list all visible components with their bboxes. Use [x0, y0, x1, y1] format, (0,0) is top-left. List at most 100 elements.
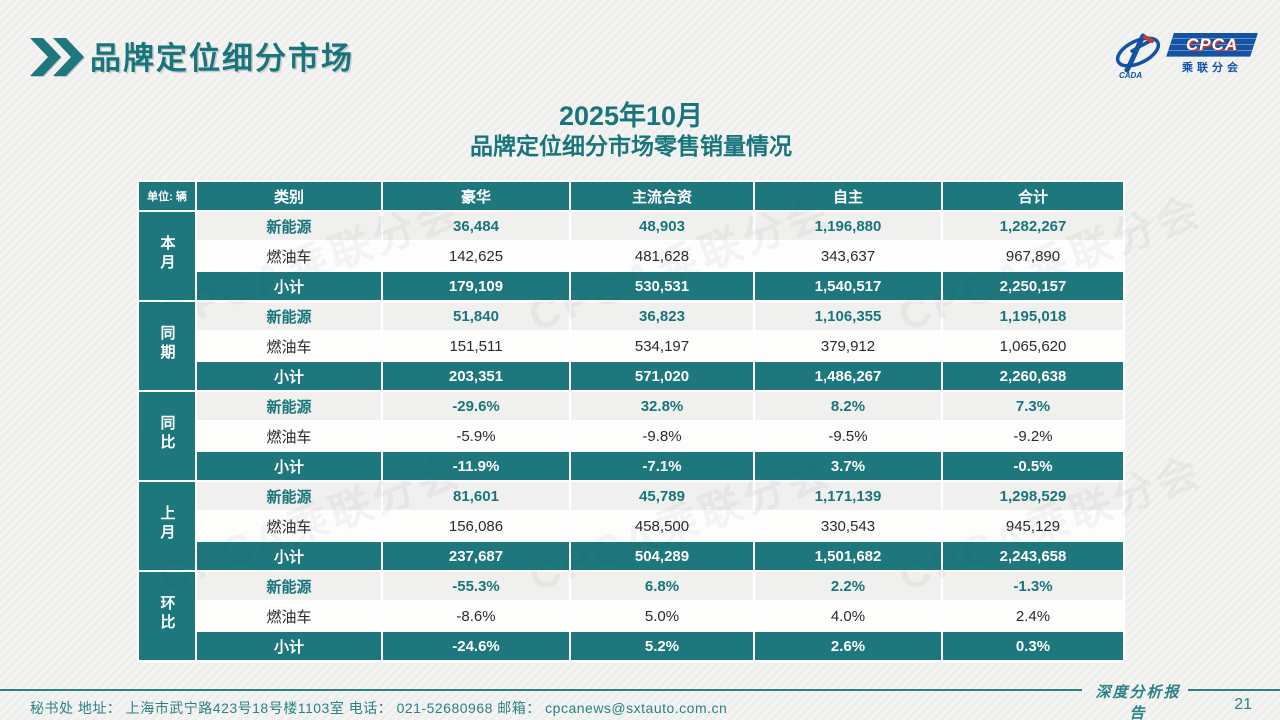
cell-value: -7.1%: [571, 452, 753, 480]
cell-value: 504,289: [571, 542, 753, 570]
row-label: 小计: [197, 272, 381, 300]
row-label: 小计: [197, 542, 381, 570]
row-label: 小计: [197, 452, 381, 480]
cell-value: 36,823: [571, 302, 753, 330]
table-row: 上月 新能源 81,601 45,789 1,171,139 1,298,529: [139, 482, 1123, 570]
cell-value: 151,511: [383, 332, 569, 360]
row-group-label-text: 同比: [158, 414, 176, 453]
row-label: 新能源: [197, 392, 381, 420]
column-header: 自主: [755, 182, 941, 210]
cada-text: CADA: [1119, 71, 1142, 80]
cell-value: -29.6%: [383, 392, 569, 420]
cell-value: 571,020: [571, 362, 753, 390]
row-label: 燃油车: [197, 242, 381, 270]
row-label: 新能源: [197, 212, 381, 240]
cell-value: 530,531: [571, 272, 753, 300]
cell-value: 1,196,880: [755, 212, 941, 240]
cell-value: 32.8%: [571, 392, 753, 420]
cell-value: 0.3%: [943, 632, 1123, 660]
cell-value: 8.2%: [755, 392, 941, 420]
row-label: 小计: [197, 632, 381, 660]
sales-table: 单位: 辆类别 豪华 主流合资 自主 合计 本月 新能源 36,484 48,903 1,196…: [137, 180, 1125, 662]
row-label: 燃油车: [197, 422, 381, 450]
row-group-label: 本月: [139, 212, 195, 300]
cell-value: 142,625: [383, 242, 569, 270]
cell-value: 967,890: [943, 242, 1123, 270]
cell-value: -1.3%: [943, 572, 1123, 600]
cell-value: 2,260,638: [943, 362, 1123, 390]
unit-label: 单位: 辆: [139, 182, 195, 210]
cpca-logo-text: CPCA: [1185, 35, 1239, 54]
table-row: 燃油车 142,625 481,628 343,637 967,890: [139, 242, 1123, 270]
cell-value: 1,486,267: [755, 362, 941, 390]
table-title-line2: 品牌定位细分市场零售销量情况: [470, 133, 792, 159]
cell-value: 5.2%: [571, 632, 753, 660]
cpca-logo-subtext: 乘联分会: [1182, 62, 1242, 74]
cell-value: -9.8%: [571, 422, 753, 450]
cell-value: 51,840: [383, 302, 569, 330]
cell-value: 203,351: [383, 362, 569, 390]
row-label: 小计: [197, 362, 381, 390]
row-label: 新能源: [197, 302, 381, 330]
column-header: 合计: [943, 182, 1123, 210]
footer-rule-right: [1188, 689, 1280, 691]
cell-value: 81,601: [383, 482, 569, 510]
cell-value: 2.6%: [755, 632, 941, 660]
cell-value: -5.9%: [383, 422, 569, 450]
row-label: 燃油车: [197, 332, 381, 360]
column-header: 主流合资: [571, 182, 753, 210]
cell-value: 237,687: [383, 542, 569, 570]
cell-value: -11.9%: [383, 452, 569, 480]
row-group-label-text: 同期: [158, 324, 176, 363]
row-label: 新能源: [197, 482, 381, 510]
cell-value: 156,086: [383, 512, 569, 540]
table-row: 小计 -11.9% -7.1% 3.7% -0.5%: [139, 452, 1123, 480]
row-label: 新能源: [197, 572, 381, 600]
report-type-label: 深度分析报告: [1095, 685, 1181, 720]
column-header: 豪华: [383, 182, 569, 210]
table-row: 小计 179,109 530,531 1,540,517 2,250,157: [139, 272, 1123, 300]
cell-value: -24.6%: [383, 632, 569, 660]
page-number: 21: [1234, 696, 1252, 713]
column-header: 类别: [197, 182, 381, 210]
cell-value: 330,543: [755, 512, 941, 540]
cell-value: 2.4%: [943, 602, 1123, 630]
row-group-label-text: 上月: [158, 504, 176, 543]
table-row: 同比 新能源 -29.6% 32.8% 8.2% 7.3%: [139, 392, 1123, 480]
cell-value: 458,500: [571, 512, 753, 540]
footer-contact-info: 秘书处 地址： 上海市武宁路423号18号楼1103室 电话： 021-5268…: [30, 700, 728, 716]
row-group-label: 同期: [139, 302, 195, 390]
cell-value: 379,912: [755, 332, 941, 360]
cell-value: 481,628: [571, 242, 753, 270]
row-group-label: 环比: [139, 572, 195, 660]
footer-rule-left: [0, 689, 1082, 691]
cell-value: 179,109: [383, 272, 569, 300]
cell-value: 1,106,355: [755, 302, 941, 330]
cell-value: 7.3%: [943, 392, 1123, 420]
cell-value: 534,197: [571, 332, 753, 360]
cell-value: 1,298,529: [943, 482, 1123, 510]
row-group-label: 同比: [139, 392, 195, 480]
cpca-logo-icon: CADA: [1115, 33, 1161, 80]
cell-value: -55.3%: [383, 572, 569, 600]
cell-value: 945,129: [943, 512, 1123, 540]
cell-value: -9.2%: [943, 422, 1123, 450]
double-chevron-icon: [30, 38, 84, 81]
cell-value: 6.8%: [571, 572, 753, 600]
cell-value: -9.5%: [755, 422, 941, 450]
cell-value: 1,501,682: [755, 542, 941, 570]
cell-value: 45,789: [571, 482, 753, 510]
cell-value: 3.7%: [755, 452, 941, 480]
cell-value: 5.0%: [571, 602, 753, 630]
cpca-logo: CADA CPCA 乘联分会: [1112, 33, 1258, 81]
table-row: 同期 新能源 51,840 36,823 1,106,355 1,195,018: [139, 302, 1123, 390]
table-row: 燃油车 -5.9% -9.8% -9.5% -9.2%: [139, 422, 1123, 450]
cell-value: 48,903: [571, 212, 753, 240]
cell-value: 36,484: [383, 212, 569, 240]
cell-value: 1,065,620: [943, 332, 1123, 360]
cell-value: 1,540,517: [755, 272, 941, 300]
row-group-label-text: 环比: [158, 594, 176, 633]
table-row: 小计 237,687 504,289 1,501,682 2,243,658: [139, 542, 1123, 570]
table-row: 本月 新能源 36,484 48,903 1,196,880 1,282,267: [139, 212, 1123, 300]
